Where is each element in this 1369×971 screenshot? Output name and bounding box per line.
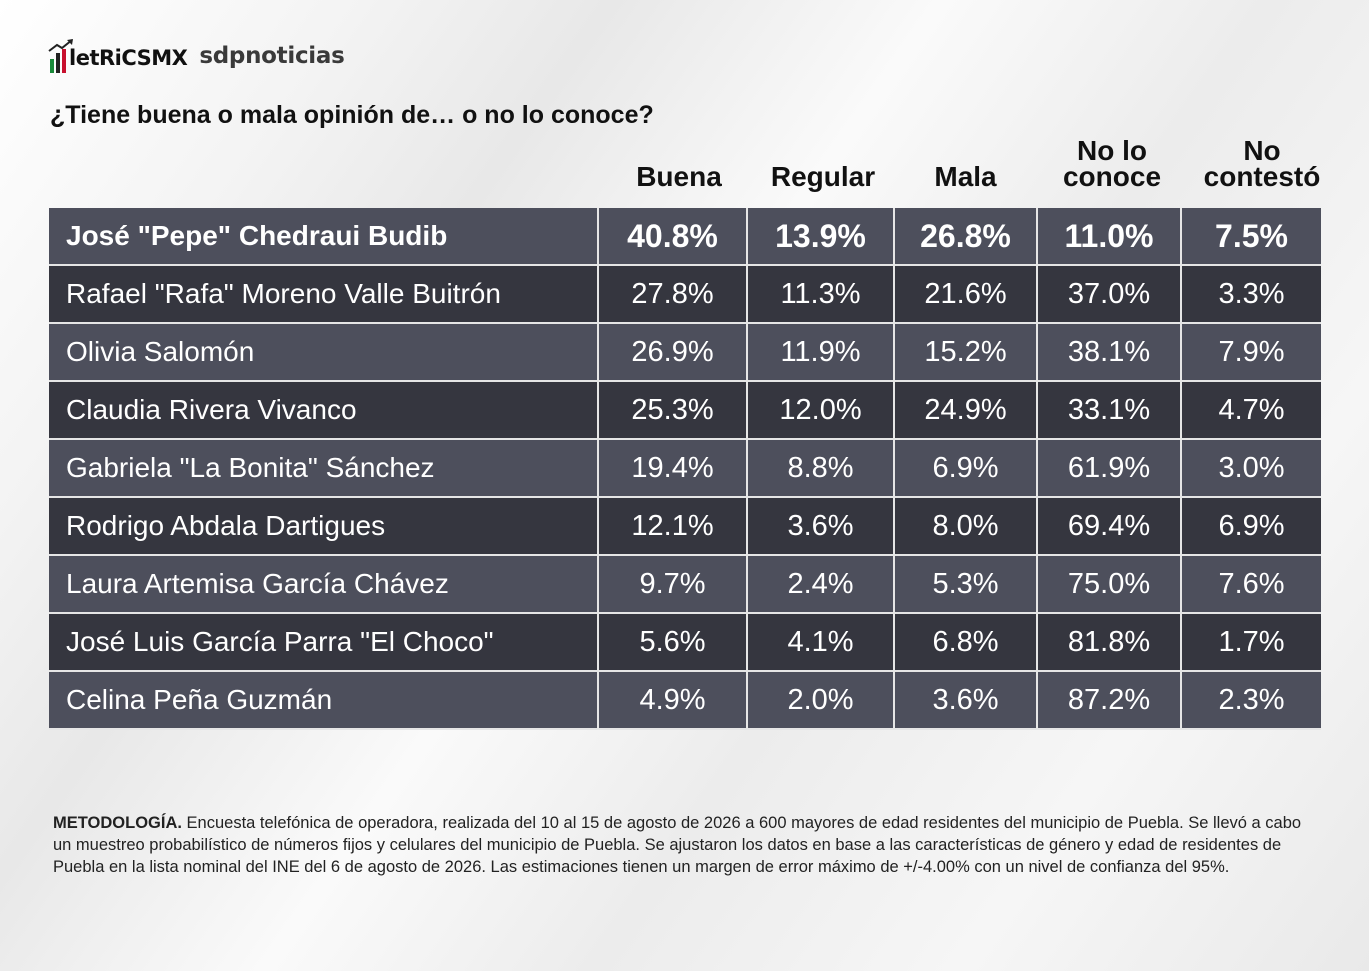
- value-cell: 37.0%: [1038, 266, 1182, 322]
- candidate-name: Celina Peña Guzmán: [49, 672, 599, 728]
- brand-logos: letRiCSMX sdpnoticias: [48, 38, 345, 74]
- value-cell: 38.1%: [1038, 324, 1182, 380]
- value-cell: 33.1%: [1038, 382, 1182, 438]
- value-cell: 5.6%: [599, 614, 748, 670]
- value-cell: 13.9%: [748, 208, 895, 264]
- metrics-logo: letRiCSMX: [48, 39, 188, 73]
- value-cell: 3.6%: [895, 672, 1038, 728]
- value-cell: 12.1%: [599, 498, 748, 554]
- value-cell: 3.0%: [1218, 451, 1285, 484]
- column-header: No lo conoce: [1062, 135, 1162, 192]
- value-cell: 27.8%: [599, 266, 748, 322]
- table-row: Gabriela "La Bonita" Sánchez 19.4% 8.8% 6.9…: [49, 440, 1321, 498]
- table-row: José "Pepe" Chedraui Budib 40.8% 13.9% 26.8…: [49, 208, 1321, 266]
- methodology-label: METODOLOGÍA.: [53, 814, 182, 832]
- value-cell: 21.6%: [895, 266, 1038, 322]
- value-cell: 3.6%: [748, 498, 895, 554]
- candidate-name: Laura Artemisa García Chávez: [49, 556, 599, 612]
- value-cell: 11.0%: [1038, 208, 1182, 264]
- value-cell: 81.8%: [1038, 614, 1182, 670]
- table-row: Claudia Rivera Vivanco 25.3% 12.0% 24.9% 33.…: [49, 382, 1321, 440]
- column-header: Regular: [770, 161, 876, 192]
- candidate-name: Olivia Salomón: [49, 324, 599, 380]
- candidate-name: Gabriela "La Bonita" Sánchez: [49, 440, 599, 496]
- value-cell: 26.9%: [599, 324, 748, 380]
- value-cell: 4.9%: [599, 672, 748, 728]
- candidate-name: José Luis García Parra "El Choco": [49, 614, 599, 670]
- value-cell: 12.0%: [748, 382, 895, 438]
- column-header: Buena: [636, 161, 722, 192]
- value-cell: 8.8%: [748, 440, 895, 496]
- candidate-name: Rafael "Rafa" Moreno Valle Buitrón: [49, 266, 599, 322]
- candidate-name: José "Pepe" Chedraui Budib: [49, 208, 599, 264]
- metrics-bars-icon: [48, 39, 73, 73]
- value-cell: 4.7%: [1218, 393, 1285, 426]
- candidate-name: Claudia Rivera Vivanco: [49, 382, 599, 438]
- table-row: Rafael "Rafa" Moreno Valle Buitrón 27.8% 1…: [49, 266, 1321, 324]
- value-cell: 1.7%: [1218, 625, 1285, 658]
- value-cell: 7.6%: [1218, 567, 1285, 600]
- metrics-logo-text: letRiCSMX: [69, 46, 188, 70]
- value-cell: 87.2%: [1038, 672, 1182, 728]
- value-cell: 2.3%: [1218, 683, 1285, 716]
- table-row: José Luis García Parra "El Choco" 5.6% 4.1…: [49, 614, 1321, 672]
- value-cell: 9.7%: [599, 556, 748, 612]
- column-header: Mala: [934, 161, 997, 192]
- sdpnoticias-logo: sdpnoticias: [199, 43, 345, 69]
- value-cell: 75.0%: [1038, 556, 1182, 612]
- table-row: Rodrigo Abdala Dartigues 12.1% 3.6% 8.0% 69.…: [49, 498, 1321, 556]
- column-header: No contestó: [1203, 135, 1321, 192]
- value-cell: 61.9%: [1038, 440, 1182, 496]
- survey-question: ¿Tiene buena o mala opinión de… o no lo …: [50, 101, 654, 129]
- value-cell: 2.4%: [748, 556, 895, 612]
- candidate-name: Rodrigo Abdala Dartigues: [49, 498, 599, 554]
- value-cell: 8.0%: [895, 498, 1038, 554]
- value-cell: 19.4%: [599, 440, 748, 496]
- value-cell: 4.1%: [748, 614, 895, 670]
- value-cell: 2.0%: [748, 672, 895, 728]
- value-cell: 6.9%: [1218, 509, 1285, 542]
- value-cell: 11.3%: [748, 266, 895, 322]
- value-cell: 6.9%: [895, 440, 1038, 496]
- table-row: Celina Peña Guzmán 4.9% 2.0% 3.6% 87.2% 2.3%: [49, 672, 1321, 730]
- table-row: Laura Artemisa García Chávez 9.7% 2.4% 5.3%…: [49, 556, 1321, 614]
- value-cell: 25.3%: [599, 382, 748, 438]
- value-cell: 3.3%: [1218, 277, 1285, 310]
- value-cell: 7.5%: [1215, 217, 1288, 254]
- results-table: José "Pepe" Chedraui Budib 40.8% 13.9% 26.8…: [49, 208, 1321, 730]
- table-row: Olivia Salomón 26.9% 11.9% 15.2% 38.1% 7.9%: [49, 324, 1321, 382]
- value-cell: 26.8%: [895, 208, 1038, 264]
- value-cell: 11.9%: [748, 324, 895, 380]
- methodology-text: Encuesta telefónica de operadora, realiz…: [53, 814, 1302, 876]
- methodology-note: METODOLOGÍA. Encuesta telefónica de oper…: [53, 812, 1315, 878]
- value-cell: 6.8%: [895, 614, 1038, 670]
- value-cell: 24.9%: [895, 382, 1038, 438]
- value-cell: 40.8%: [599, 208, 748, 264]
- value-cell: 7.9%: [1218, 335, 1285, 368]
- value-cell: 69.4%: [1038, 498, 1182, 554]
- value-cell: 5.3%: [895, 556, 1038, 612]
- value-cell: 15.2%: [895, 324, 1038, 380]
